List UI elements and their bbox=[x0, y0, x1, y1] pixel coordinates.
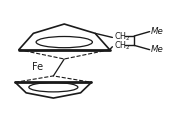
Text: Me: Me bbox=[151, 45, 163, 54]
Text: CH$_2$: CH$_2$ bbox=[114, 30, 131, 42]
Text: Fe: Fe bbox=[32, 62, 44, 72]
Text: CH$_2$: CH$_2$ bbox=[114, 39, 131, 52]
Text: Me: Me bbox=[151, 27, 163, 36]
